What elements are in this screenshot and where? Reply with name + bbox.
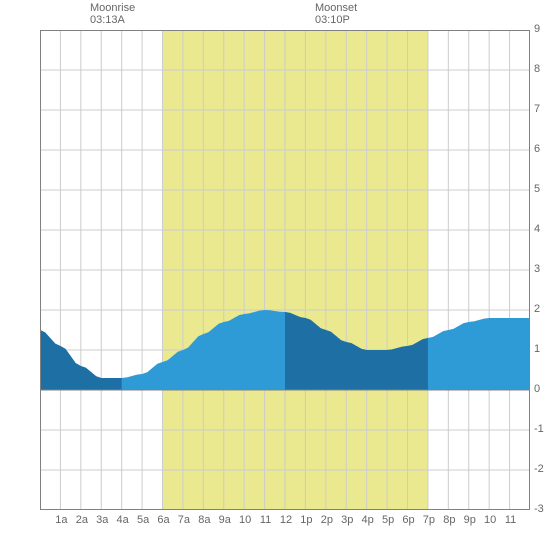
- y-tick: 0: [534, 383, 540, 395]
- x-tick: 4a: [114, 514, 132, 526]
- y-tick: 9: [534, 23, 540, 35]
- x-tick: 9p: [461, 514, 479, 526]
- x-tick: 3p: [338, 514, 356, 526]
- moonset-time: 03:10P: [315, 14, 357, 26]
- x-tick: 10: [481, 514, 499, 526]
- x-tick: 5a: [134, 514, 152, 526]
- x-tick: 6a: [155, 514, 173, 526]
- x-tick: 2p: [318, 514, 336, 526]
- y-tick: -1: [534, 423, 544, 435]
- x-tick: 11: [502, 514, 520, 526]
- x-tick: 3a: [93, 514, 111, 526]
- moonrise-label: Moonrise 03:13A: [90, 2, 135, 26]
- y-tick: 4: [534, 223, 540, 235]
- y-tick: 3: [534, 263, 540, 275]
- moonrise-title: Moonrise: [90, 2, 135, 14]
- y-tick: 6: [534, 143, 540, 155]
- x-tick: 9a: [216, 514, 234, 526]
- x-tick: 4p: [359, 514, 377, 526]
- x-tick: 7p: [420, 514, 438, 526]
- x-tick: 2a: [73, 514, 91, 526]
- chart-svg: [40, 30, 530, 510]
- y-tick: -3: [534, 503, 544, 515]
- moonset-label: Moonset 03:10P: [315, 2, 357, 26]
- x-tick: 1a: [52, 514, 70, 526]
- y-tick: 2: [534, 303, 540, 315]
- moonrise-time: 03:13A: [90, 14, 135, 26]
- y-tick: 5: [534, 183, 540, 195]
- y-tick: 8: [534, 63, 540, 75]
- x-tick: 5p: [379, 514, 397, 526]
- x-tick: 7a: [175, 514, 193, 526]
- tide-chart: [40, 30, 530, 510]
- x-tick: 8a: [195, 514, 213, 526]
- x-tick: 11: [257, 514, 275, 526]
- x-tick: 6p: [400, 514, 418, 526]
- y-tick: 7: [534, 103, 540, 115]
- y-tick: 1: [534, 343, 540, 355]
- moonset-title: Moonset: [315, 2, 357, 14]
- x-tick: 1p: [297, 514, 315, 526]
- y-tick: -2: [534, 463, 544, 475]
- x-tick: 8p: [440, 514, 458, 526]
- x-tick: 12: [277, 514, 295, 526]
- x-tick: 10: [236, 514, 254, 526]
